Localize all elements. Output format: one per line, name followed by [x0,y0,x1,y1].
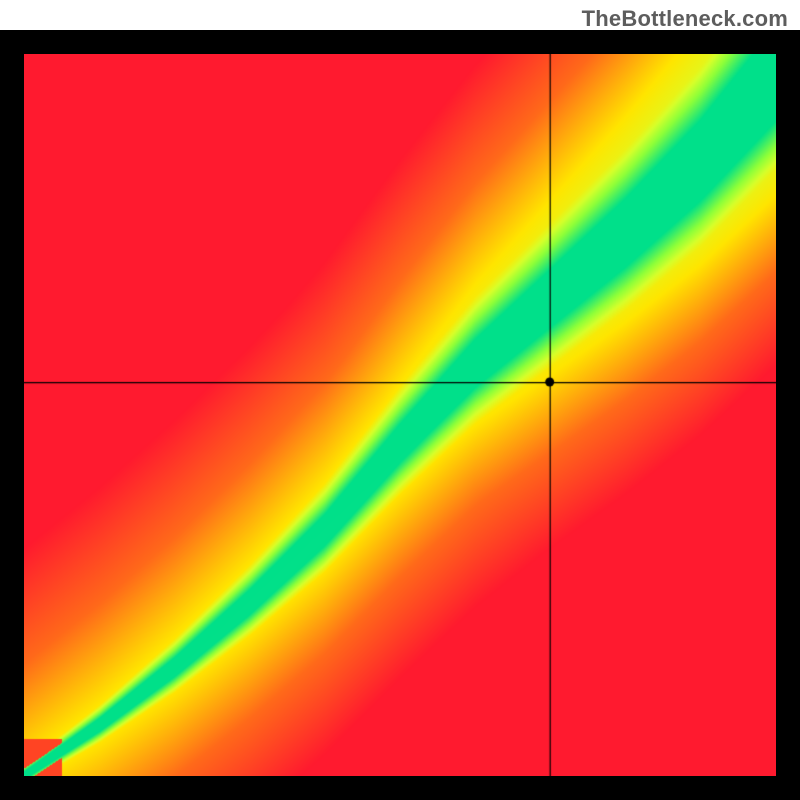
bottleneck-heatmap [24,54,776,776]
heatmap-frame [0,30,800,800]
watermark-text: TheBottleneck.com [582,6,788,32]
